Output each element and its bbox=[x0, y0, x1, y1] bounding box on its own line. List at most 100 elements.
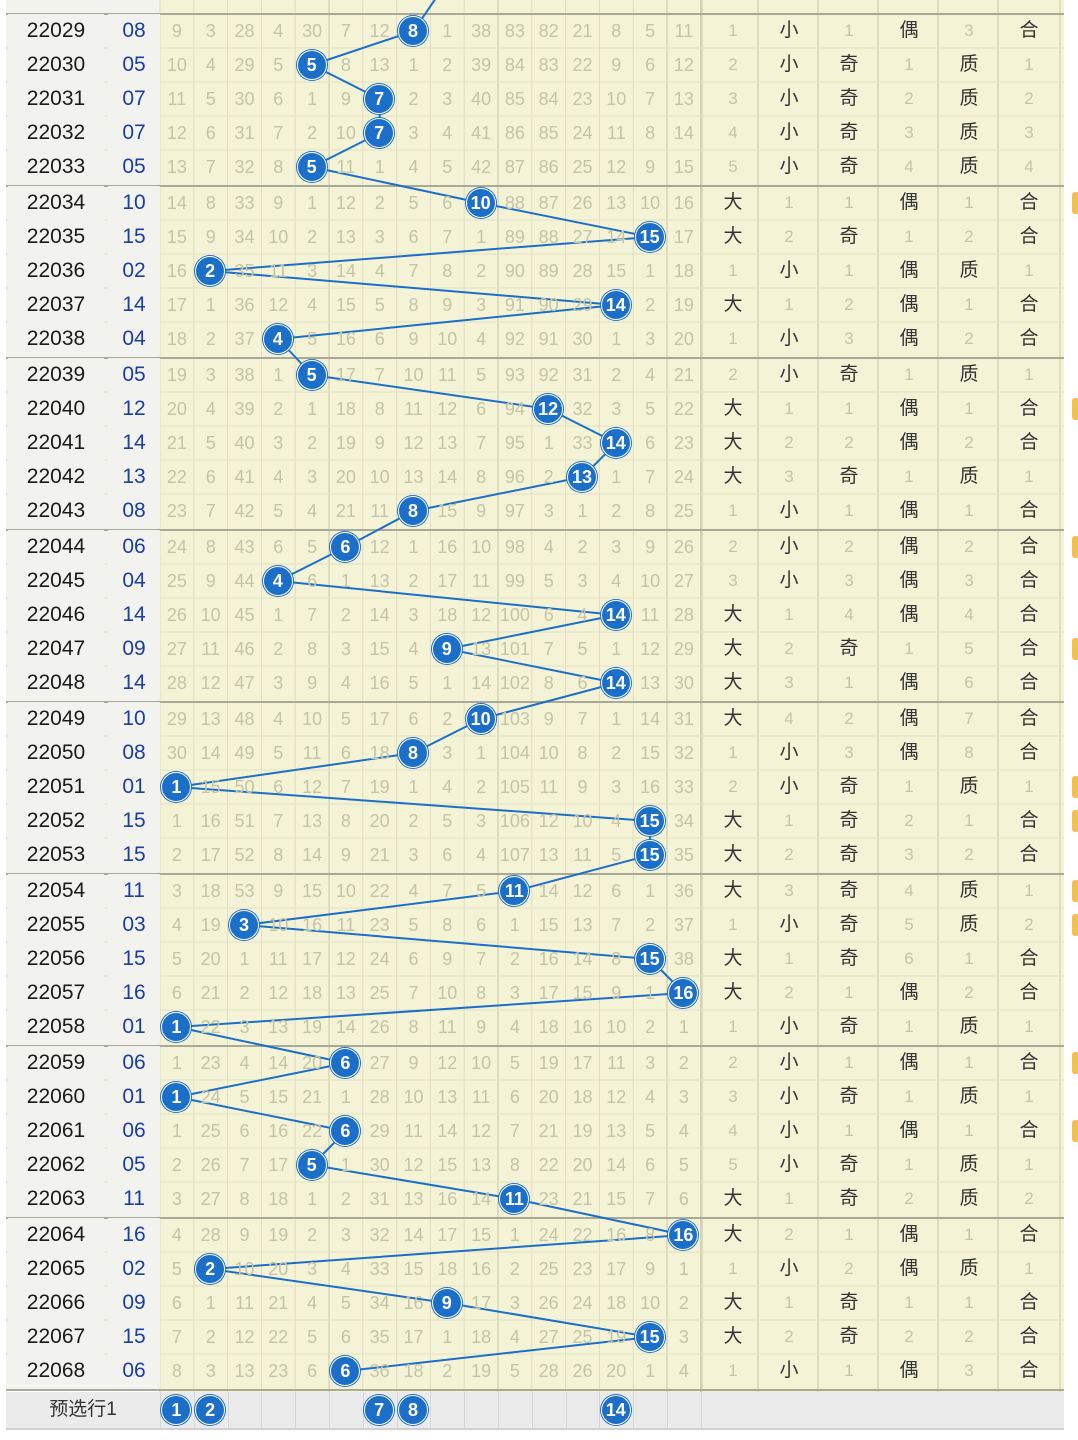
attribute-value: 1 bbox=[844, 193, 854, 212]
omission-value: 19 bbox=[268, 1225, 289, 1245]
preselect-ball[interactable]: 2 bbox=[195, 1395, 226, 1425]
grid-vline bbox=[193, 1392, 195, 1428]
omission-value: 1 bbox=[273, 605, 284, 625]
issue-number: 22031 bbox=[8, 82, 104, 116]
draw-number: 10 bbox=[108, 186, 160, 220]
attribute-value: 大 bbox=[723, 1224, 743, 1245]
attribute-value: 1 bbox=[1024, 881, 1034, 900]
omission-value: 5 bbox=[509, 1053, 520, 1073]
omission-value: 12 bbox=[403, 433, 424, 453]
omission-value: 3 bbox=[374, 227, 385, 247]
omission-value: 7 bbox=[645, 467, 656, 487]
winning-number-ball: 15 bbox=[634, 221, 665, 252]
attribute-value: 1 bbox=[964, 1053, 974, 1072]
issue-number: 22050 bbox=[8, 736, 104, 770]
omission-value: 3 bbox=[442, 743, 453, 763]
attribute-value: 合 bbox=[1019, 1120, 1039, 1141]
omission-value: 36 bbox=[369, 1361, 390, 1381]
attribute-value: 1 bbox=[728, 261, 738, 280]
issue-number: 22067 bbox=[8, 1320, 104, 1354]
omission-value: 47 bbox=[234, 673, 255, 693]
omission-value: 2 bbox=[239, 983, 250, 1003]
attribute-value: 1 bbox=[728, 501, 738, 520]
omission-value: 14 bbox=[673, 123, 694, 143]
omission-value: 12 bbox=[572, 881, 593, 901]
attribute-value: 1 bbox=[904, 1017, 914, 1036]
omission-value: 90 bbox=[504, 261, 525, 281]
omission-value: 16 bbox=[538, 949, 559, 969]
issue-number: 22064 bbox=[8, 1218, 104, 1252]
attribute-value: 2 bbox=[728, 365, 738, 384]
preselect-ball[interactable]: 1 bbox=[161, 1395, 192, 1425]
omission-value: 6 bbox=[205, 123, 216, 143]
issue-number: 22037 bbox=[8, 288, 104, 322]
trend-line-segment bbox=[480, 202, 651, 238]
omission-value: 9 bbox=[239, 1225, 250, 1245]
omission-value: 34 bbox=[369, 1293, 390, 1313]
omission-value: 13 bbox=[403, 467, 424, 487]
attribute-value: 质 bbox=[959, 54, 979, 75]
omission-value: 6 bbox=[442, 193, 453, 213]
omission-value: 23 bbox=[572, 89, 593, 109]
omission-value: 17 bbox=[538, 983, 559, 1003]
attribute-value: 2 bbox=[844, 295, 854, 314]
preselect-ball[interactable]: 14 bbox=[600, 1395, 631, 1425]
preselect-ball[interactable]: 7 bbox=[364, 1395, 395, 1425]
attribute-value: 合 bbox=[1019, 1224, 1039, 1245]
attribute-value: 奇 bbox=[839, 1086, 859, 1107]
omission-value: 4 bbox=[645, 1087, 656, 1107]
omission-value: 13 bbox=[471, 1155, 492, 1175]
omission-value: 28 bbox=[234, 21, 255, 41]
omission-value: 30 bbox=[166, 743, 187, 763]
omission-value: 13 bbox=[234, 1361, 255, 1381]
attribute-value: 2 bbox=[964, 227, 974, 246]
omission-value: 4 bbox=[645, 365, 656, 385]
attribute-value: 质 bbox=[959, 364, 979, 385]
omission-value: 3 bbox=[171, 1189, 182, 1209]
omission-value: 3 bbox=[645, 329, 656, 349]
attribute-value: 2 bbox=[1024, 89, 1034, 108]
side-marker-tab bbox=[1072, 638, 1078, 660]
omission-value: 2 bbox=[543, 467, 554, 487]
attribute-value: 1 bbox=[844, 399, 854, 418]
omission-value: 23 bbox=[538, 1189, 559, 1209]
omission-value: 11 bbox=[471, 571, 491, 591]
attribute-value: 奇 bbox=[839, 948, 859, 969]
attribute-value: 合 bbox=[1019, 672, 1039, 693]
omission-value: 6 bbox=[307, 1361, 318, 1381]
grid-vline bbox=[531, 1392, 533, 1428]
omission-value: 92 bbox=[504, 329, 525, 349]
omission-value: 3 bbox=[273, 433, 284, 453]
omission-value: 1 bbox=[611, 329, 622, 349]
preselect-ball[interactable]: 8 bbox=[398, 1395, 428, 1425]
omission-value: 27 bbox=[166, 639, 187, 659]
omission-value: 2 bbox=[307, 227, 318, 247]
trend-line-segment bbox=[176, 752, 414, 788]
issue-number: 22054 bbox=[8, 874, 104, 908]
trend-line-segment bbox=[176, 786, 651, 822]
omission-value: 11 bbox=[268, 261, 288, 281]
attribute-value: 偶 bbox=[899, 328, 919, 349]
omission-value: 8 bbox=[408, 295, 419, 315]
attribute-value: 大 bbox=[723, 672, 743, 693]
attribute-value: 大 bbox=[723, 604, 743, 625]
grid-vline bbox=[464, 1392, 466, 1428]
omission-value: 23 bbox=[268, 1361, 289, 1381]
omission-value: 22 bbox=[200, 1017, 221, 1037]
omission-value: 15 bbox=[572, 983, 593, 1003]
omission-value: 6 bbox=[408, 949, 419, 969]
attribute-value: 合 bbox=[1019, 1326, 1039, 1347]
omission-value: 34 bbox=[234, 227, 255, 247]
attribute-value: 合 bbox=[1019, 294, 1039, 315]
omission-value: 5 bbox=[408, 193, 419, 213]
draw-number: 14 bbox=[108, 598, 160, 632]
omission-value: 7 bbox=[171, 1327, 182, 1347]
attribute-value: 2 bbox=[904, 811, 914, 830]
attribute-value: 奇 bbox=[839, 1292, 859, 1313]
attribute-value: 1 bbox=[964, 1121, 974, 1140]
attribute-value: 2 bbox=[904, 89, 914, 108]
omission-value: 5 bbox=[273, 55, 284, 75]
omission-value: 33 bbox=[369, 1259, 390, 1279]
omission-value: 92 bbox=[538, 365, 559, 385]
omission-value: 3 bbox=[239, 1017, 250, 1037]
